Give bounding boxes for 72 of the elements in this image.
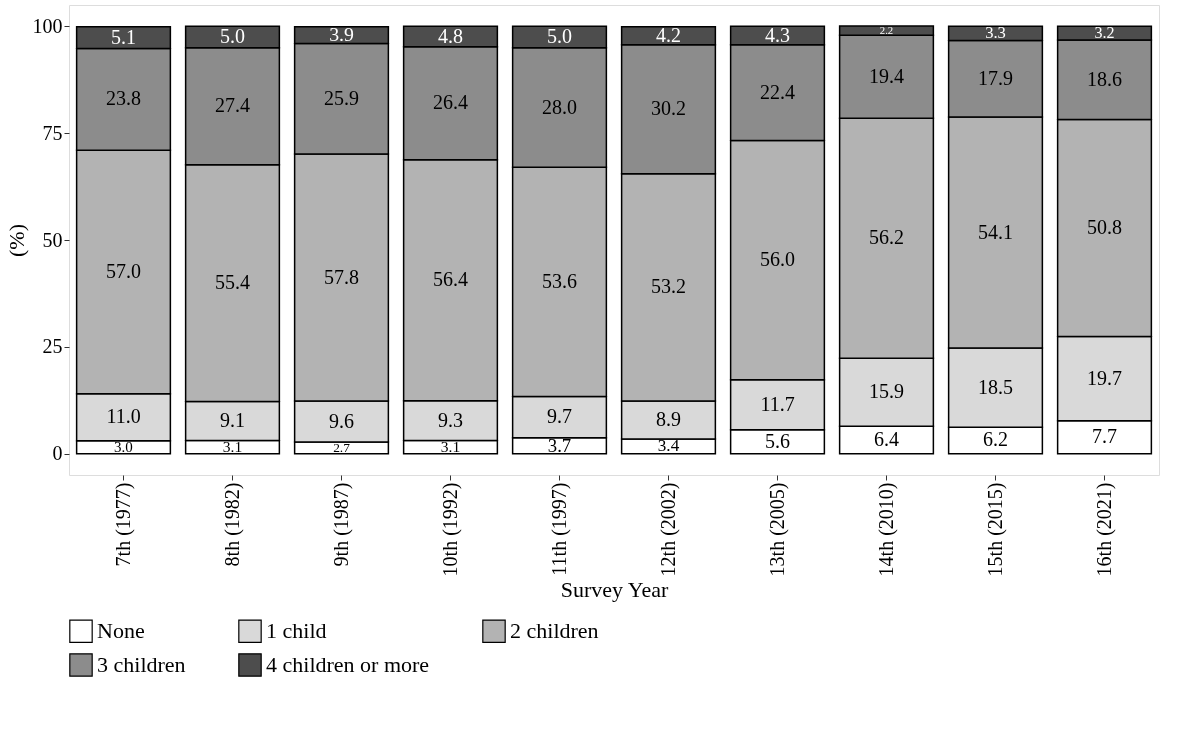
data-label: 8.9 [656,408,681,431]
data-label: 9.7 [547,405,572,428]
data-label: 56.4 [433,268,468,291]
legend-label: 3 children [97,652,186,677]
data-label: 30.2 [651,97,686,120]
data-label: 2.2 [879,23,894,36]
data-label: 28.0 [542,95,577,118]
y-axis-title: (%) [3,224,29,257]
x-tick-label: 8th (1982) [220,482,244,567]
data-label: 11.7 [760,392,795,415]
y-tick-label: 0 [52,442,63,465]
legend-label: 4 children or more [266,652,430,677]
data-label: 27.4 [215,94,250,117]
y-tick-label: 75 [42,121,63,144]
data-label: 3.3 [985,23,1006,43]
data-label: 25.9 [324,86,359,109]
x-tick-label: 9th (1987) [329,482,353,567]
data-label: 6.4 [874,427,899,450]
legend-label: 1 child [266,618,327,644]
x-tick-label: 16th (2021) [1092,482,1116,577]
x-tick-label: 11th (1997) [547,482,571,576]
data-label: 7.7 [1092,425,1117,448]
data-label: 57.0 [106,260,141,283]
data-label: 23.8 [106,87,141,110]
data-label: 54.1 [978,220,1013,243]
x-tick-label: 12th (2002) [656,482,680,577]
data-label: 4.8 [438,24,463,47]
x-tick-label: 7th (1977) [111,482,135,567]
data-label: 17.9 [978,66,1013,89]
data-label: 5.6 [765,429,790,452]
x-tick-label: 14th (2010) [874,482,898,577]
data-label: 3.0 [114,439,133,456]
data-label: 5.0 [547,25,572,48]
data-label: 15.9 [869,380,904,403]
x-tick-label: 10th (1992) [438,482,462,577]
y-tick-label: 100 [32,14,63,37]
data-label: 53.2 [651,275,686,298]
data-label: 18.6 [1087,67,1122,90]
data-label: 4.2 [656,23,681,46]
data-label: 56.2 [869,226,904,249]
data-label: 57.8 [324,265,359,288]
data-label: 3.1 [222,438,243,456]
data-label: 53.6 [542,269,577,292]
data-label: 9.3 [438,408,463,431]
data-label: 3.4 [657,436,680,456]
data-label: 9.1 [220,408,245,431]
y-tick-label: 50 [42,228,63,251]
data-label: 2.7 [333,439,351,455]
data-label: 6.2 [983,428,1008,451]
legend-label: 2 children [510,618,599,644]
data-label: 3.2 [1094,24,1115,42]
data-label: 3.1 [440,438,461,456]
x-tick-label: 13th (2005) [765,482,789,577]
data-label: 5.1 [111,25,136,48]
data-label: 22.4 [760,80,795,103]
data-label: 9.6 [329,409,354,432]
data-label: 3.7 [547,434,572,456]
data-label: 55.4 [215,271,250,294]
data-label: 19.7 [1087,366,1122,389]
data-label: 4.3 [765,23,790,46]
y-tick-label: 25 [42,335,63,358]
data-label: 50.8 [1087,216,1122,239]
x-axis-title: Survey Year [560,577,669,603]
data-label: 56.0 [760,248,795,271]
data-label: 19.4 [869,64,904,87]
x-tick-label: 15th (2015) [983,482,1007,577]
legend-label: None [97,618,145,644]
data-label: 3.9 [329,23,354,46]
data-label: 5.0 [220,25,245,48]
data-label: 18.5 [978,375,1013,398]
data-label: 11.0 [106,405,141,428]
data-label: 26.4 [433,91,468,114]
